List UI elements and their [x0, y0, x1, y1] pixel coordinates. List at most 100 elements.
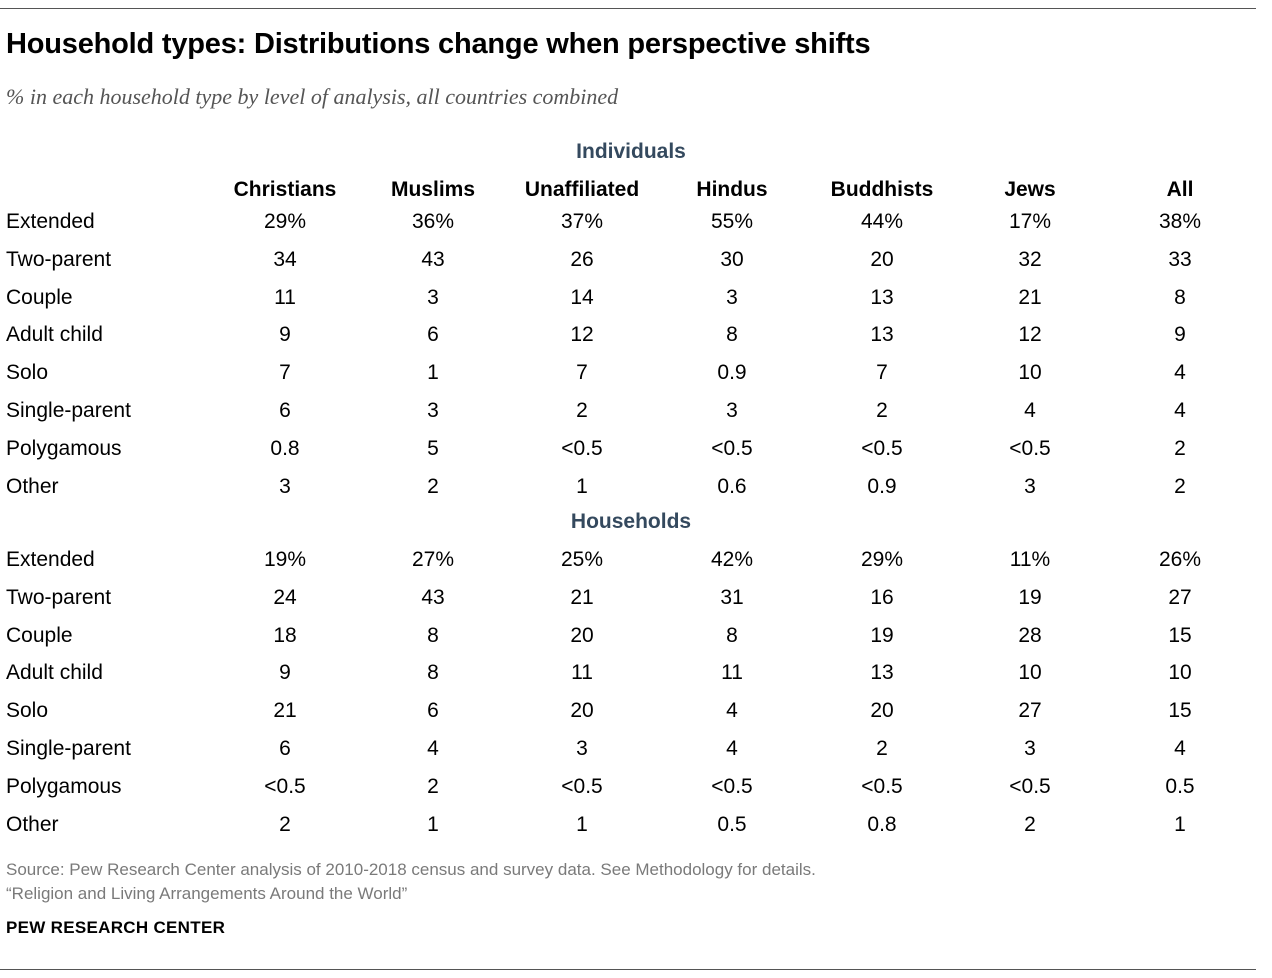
row-label: Solo: [6, 361, 49, 384]
table-cell: 18: [273, 624, 297, 647]
table-cell: 20: [570, 699, 594, 722]
table-cell: 0.9: [717, 361, 747, 384]
table-cell: <0.5: [861, 437, 903, 460]
table-cell: 33: [1168, 248, 1192, 271]
table-cell: <0.5: [711, 775, 753, 798]
column-header-buddhists: Buddhists: [830, 178, 934, 201]
table-cell: 8: [726, 323, 738, 346]
table-cell: 1: [427, 361, 439, 384]
table-cell: 8: [427, 624, 439, 647]
table-cell: 27: [1018, 699, 1042, 722]
table-cell: 28: [1018, 624, 1042, 647]
table-cell: 7: [279, 361, 291, 384]
row-label: Couple: [6, 286, 73, 309]
table-cell: 3: [1024, 737, 1036, 760]
row-label: Two-parent: [6, 586, 112, 609]
row-label: Extended: [6, 210, 95, 233]
table-cell: 6: [279, 399, 291, 422]
table-cell: 1: [576, 813, 588, 836]
column-header-all: All: [1166, 178, 1194, 201]
table-cell: 3: [427, 399, 439, 422]
column-header-christians: Christians: [233, 178, 337, 201]
table-cell: 15: [1168, 699, 1192, 722]
table-cell: 3: [726, 286, 738, 309]
table-cell: 32: [1018, 248, 1042, 271]
table-cell: 3: [279, 475, 291, 498]
top-rule: [0, 8, 1256, 9]
table-cell: 0.8: [867, 813, 897, 836]
table-cell: 11%: [1009, 548, 1051, 571]
table-cell: 21: [1018, 286, 1042, 309]
report-title-line: “Religion and Living Arrangements Around…: [6, 884, 408, 903]
table-cell: 7: [876, 361, 888, 384]
table-cell: 1: [576, 475, 588, 498]
brand-label: PEW RESEARCH CENTER: [6, 918, 226, 937]
table-cell: 24: [273, 586, 297, 609]
table-cell: 17%: [1008, 210, 1052, 233]
table-cell: 20: [870, 699, 894, 722]
table-cell: 8: [726, 624, 738, 647]
table-cell: 43: [421, 586, 445, 609]
table-cell: 11: [274, 286, 296, 309]
table-cell: 13: [870, 661, 894, 684]
table-cell: 1: [427, 813, 439, 836]
table-cell: 10: [1018, 361, 1042, 384]
table-cell: 4: [427, 737, 439, 760]
chart-subtitle: % in each household type by level of ana…: [6, 84, 619, 109]
table-cell: <0.5: [264, 775, 306, 798]
table-cell: 15: [1168, 624, 1192, 647]
row-label: Two-parent: [6, 248, 112, 271]
table-cell: 9: [279, 323, 291, 346]
table-cell: 2: [427, 475, 439, 498]
row-label: Other: [6, 475, 59, 498]
table-cell: 42%: [710, 548, 754, 571]
table-cell: 37%: [560, 210, 604, 233]
table-cell: 2: [876, 737, 888, 760]
row-label: Extended: [6, 548, 95, 571]
table-cell: 0.6: [717, 475, 747, 498]
row-label: Adult child: [6, 661, 103, 684]
table-cell: 8: [1174, 286, 1186, 309]
table-cell: 21: [570, 586, 594, 609]
table-cell: 4: [1174, 737, 1186, 760]
column-header-hindus: Hindus: [696, 178, 768, 201]
table-cell: 2: [1174, 437, 1186, 460]
table-cell: 27%: [411, 548, 455, 571]
table-cell: 19: [1018, 586, 1042, 609]
table-cell: 2: [427, 775, 439, 798]
table-cell: 9: [279, 661, 291, 684]
table-cell: 2: [1174, 475, 1186, 498]
table-cell: <0.5: [561, 437, 603, 460]
table-cell: 3: [726, 399, 738, 422]
chart-title: Household types: Distributions change wh…: [6, 28, 871, 60]
column-header-muslims: Muslims: [390, 178, 476, 201]
table-cell: 19: [870, 624, 894, 647]
source-note: Source: Pew Research Center analysis of …: [6, 858, 816, 906]
table-cell: <0.5: [711, 437, 753, 460]
table-cell: 30: [720, 248, 744, 271]
table-cell: 3: [1024, 475, 1036, 498]
table-cell: 10: [1018, 661, 1042, 684]
table-cell: 13: [870, 323, 894, 346]
table-cell: 0.5: [717, 813, 747, 836]
row-label: Single-parent: [6, 737, 131, 760]
row-label: Polygamous: [6, 437, 122, 460]
table-cell: 5: [427, 437, 439, 460]
table-cell: 14: [570, 286, 594, 309]
table-cell: 16: [870, 586, 894, 609]
table-cell: 4: [726, 699, 738, 722]
bottom-rule: [0, 969, 1256, 970]
table-cell: 3: [427, 286, 439, 309]
table-cell: 44%: [860, 210, 904, 233]
table-cell: 34: [273, 248, 297, 271]
table-cell: 38%: [1158, 210, 1202, 233]
table-cell: 6: [427, 699, 439, 722]
table-cell: 43: [421, 248, 445, 271]
row-label: Single-parent: [6, 399, 131, 422]
table-cell: 9: [1174, 323, 1186, 346]
table-cell: 26%: [1158, 548, 1202, 571]
table-cell: 2: [1024, 813, 1036, 836]
column-header-jews: Jews: [1004, 178, 1056, 201]
row-label: Polygamous: [6, 775, 122, 798]
table-cell: 11: [571, 661, 593, 684]
